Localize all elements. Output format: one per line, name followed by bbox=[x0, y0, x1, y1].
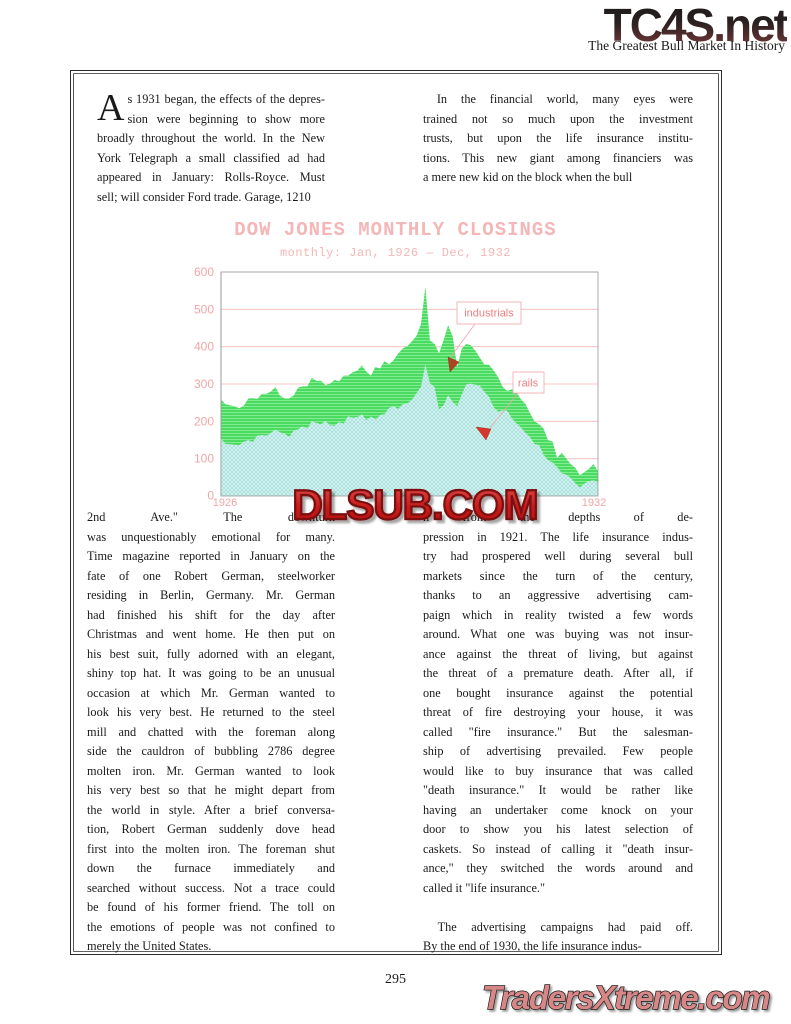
svg-text:200: 200 bbox=[194, 414, 214, 428]
svg-text:industrials: industrials bbox=[464, 308, 514, 320]
svg-text:500: 500 bbox=[194, 302, 214, 316]
svg-text:400: 400 bbox=[194, 340, 214, 354]
svg-text:100: 100 bbox=[194, 452, 214, 466]
svg-text:rails: rails bbox=[518, 378, 539, 390]
svg-text:600: 600 bbox=[194, 265, 214, 279]
svg-text:300: 300 bbox=[194, 377, 214, 391]
